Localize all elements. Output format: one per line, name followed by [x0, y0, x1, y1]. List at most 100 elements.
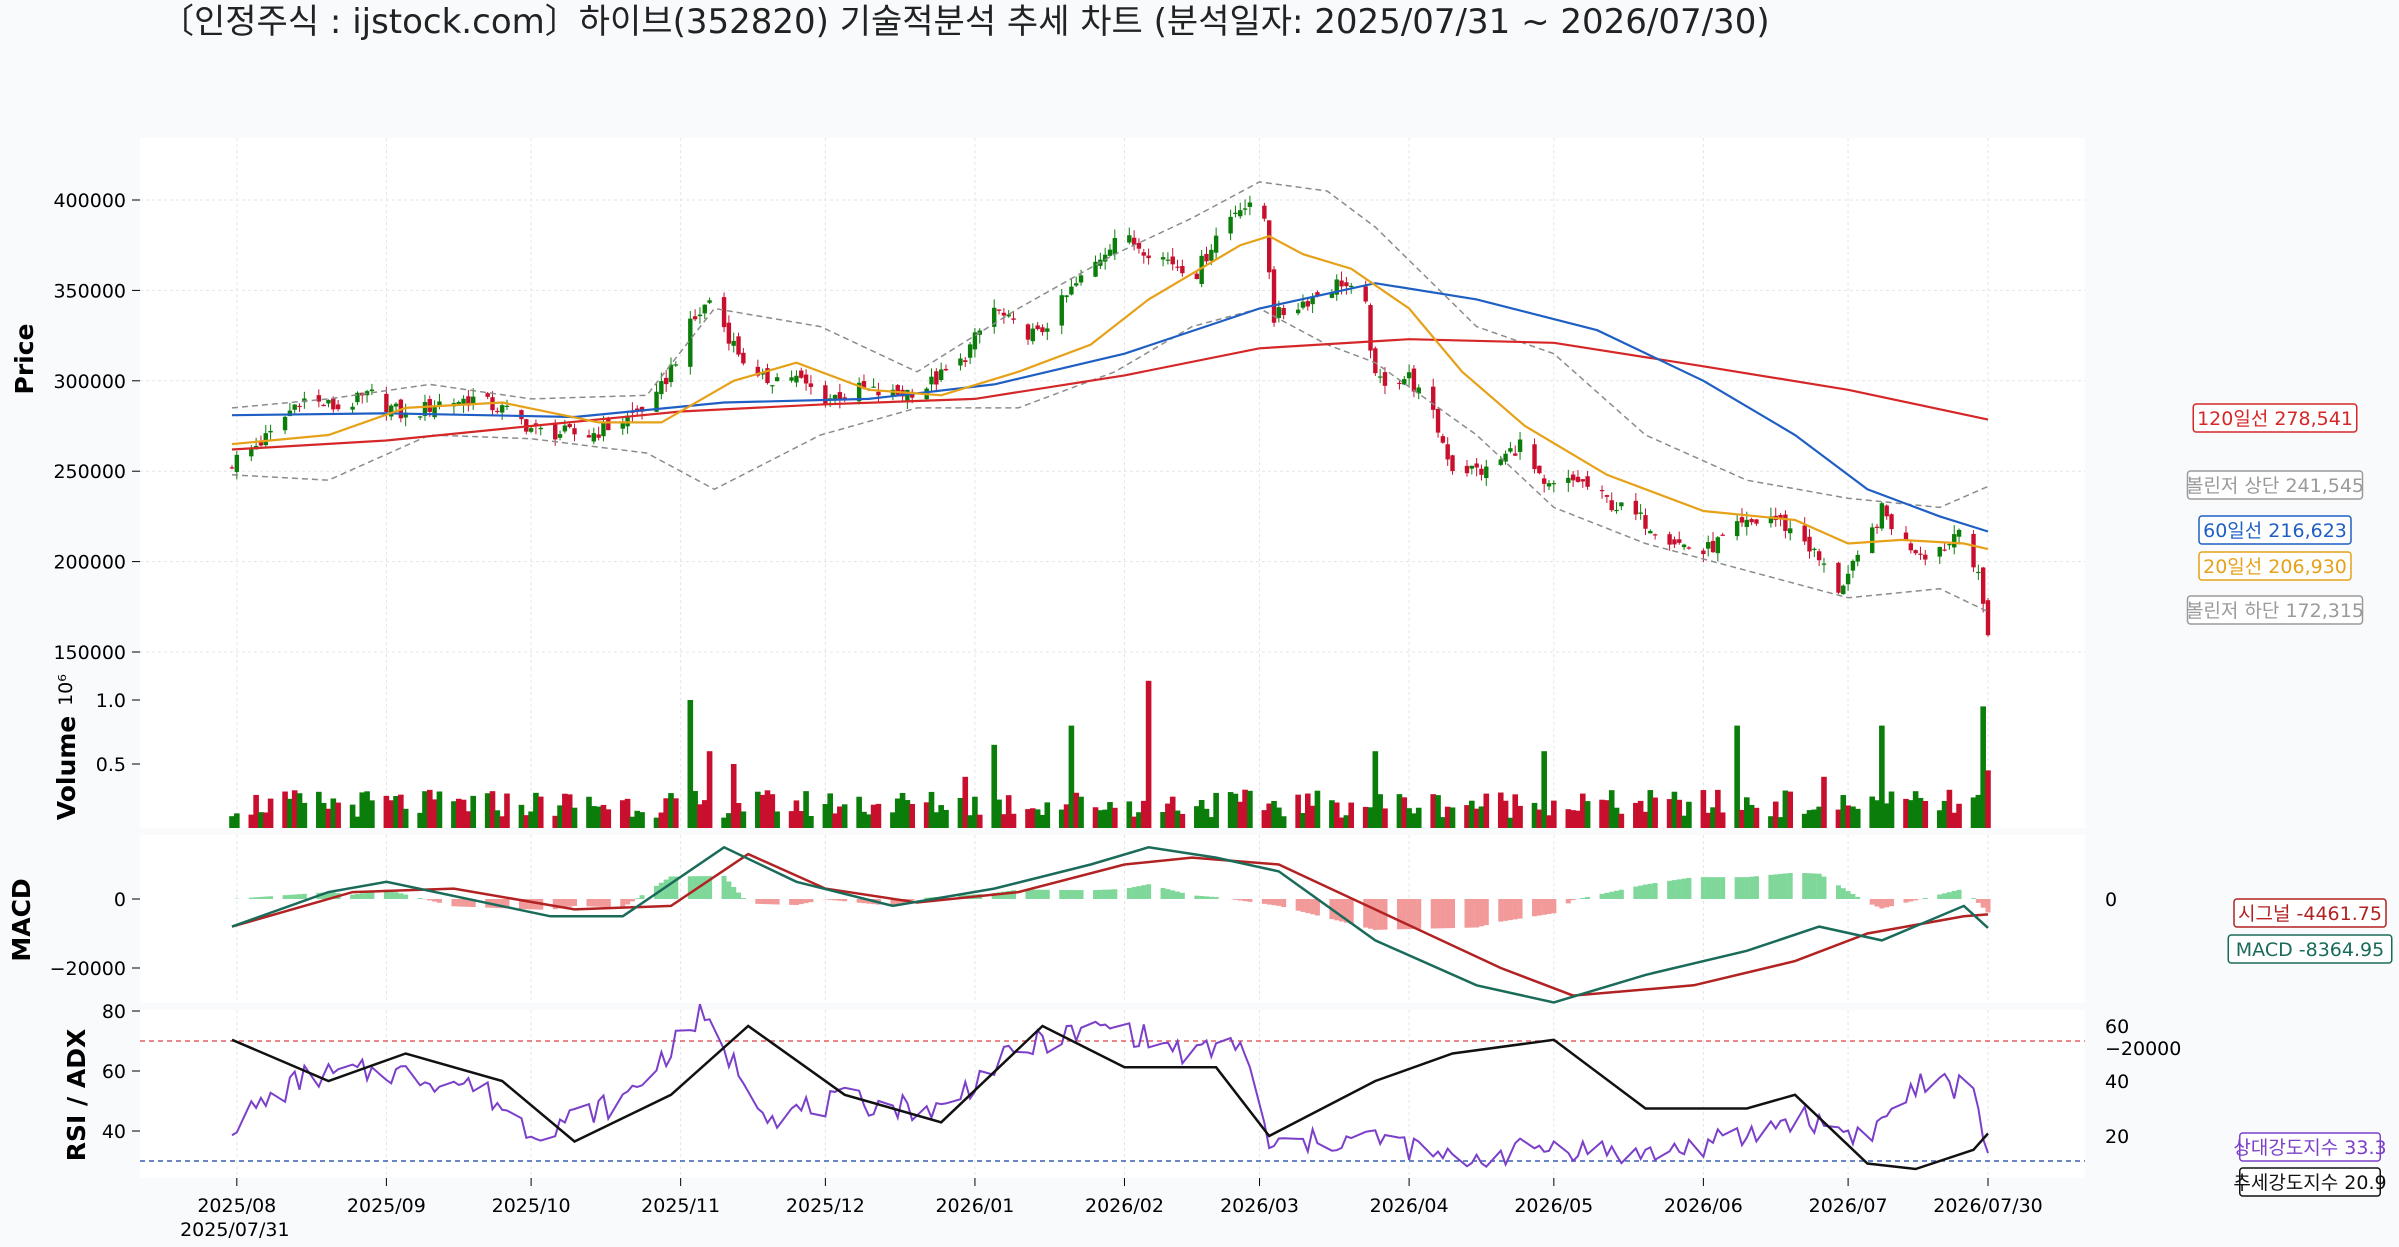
macd-histogram-bar: [1281, 899, 1287, 908]
macd-histogram-bar: [417, 898, 423, 899]
candle-body: [1850, 560, 1856, 571]
volume-bar: [1165, 803, 1171, 828]
candle-body: [1546, 483, 1552, 487]
candle-body: [1339, 280, 1344, 287]
candle-body: [1030, 328, 1036, 342]
macd-histogram-bar: [1078, 890, 1084, 899]
volume-bar: [1304, 793, 1311, 828]
volume-bar: [1449, 807, 1456, 828]
macd-histogram-bar: [924, 897, 930, 899]
macd-histogram-bar: [268, 896, 274, 899]
macd-histogram-bar: [518, 899, 524, 909]
candle-body: [485, 393, 490, 397]
macd-histogram-bar: [1469, 899, 1475, 928]
volume-bar: [837, 806, 843, 828]
macd-histogram-bar: [1647, 883, 1653, 899]
volume-bar: [991, 744, 998, 828]
candle-body: [461, 398, 466, 406]
macd-histogram-bar: [1835, 885, 1841, 899]
candle-body: [1165, 259, 1171, 261]
volume-bar: [1575, 810, 1581, 828]
macd-histogram-bar: [1609, 891, 1615, 899]
candle-body: [1816, 551, 1822, 561]
adx-value-label: 추세강도지수 20.9: [2233, 1172, 2386, 1194]
volume-bar: [735, 803, 742, 828]
volume-bar: [335, 802, 341, 828]
macd-histogram-bar: [248, 897, 254, 899]
candle-body: [331, 398, 336, 410]
candle-body: [1734, 521, 1740, 537]
volume-bar: [1647, 790, 1654, 828]
x-tick-label: 2026/05: [1514, 1195, 1593, 1217]
rsi-plot-area: [140, 1010, 2085, 1178]
candle-body: [1131, 237, 1137, 245]
macd-histogram-bar: [297, 894, 303, 899]
volume-bar: [422, 791, 428, 828]
volume-bar: [398, 794, 404, 828]
volume-bar: [996, 799, 1002, 828]
macd-histogram-bar: [1532, 899, 1538, 917]
volume-bar: [258, 812, 264, 828]
macd-histogram-bar: [629, 899, 635, 902]
macd-histogram-bar: [1102, 889, 1108, 899]
macd-histogram-bar: [1136, 886, 1142, 899]
candle-body: [794, 375, 799, 383]
candle-body: [268, 430, 273, 433]
volume-bar: [1497, 792, 1504, 828]
macd-histogram-bar: [572, 899, 578, 906]
candle-body: [355, 392, 360, 403]
volume-bar: [1261, 810, 1268, 828]
volume-bar: [1642, 811, 1649, 828]
candle-body: [1715, 537, 1721, 554]
candle-body: [321, 404, 326, 407]
volume-bar: [1816, 806, 1822, 828]
rsi-tick-label: 80: [102, 1001, 126, 1023]
candle-body: [1402, 379, 1407, 385]
macd-histogram-bar: [1295, 899, 1301, 911]
macd-histogram-bar: [321, 892, 327, 899]
macd-histogram-bar: [1203, 896, 1209, 899]
volume-bar: [1073, 792, 1080, 828]
volume-bar: [1512, 794, 1519, 828]
candle-body: [663, 377, 669, 385]
macd-histogram-bar: [301, 893, 307, 899]
macd-histogram-bar: [562, 899, 568, 908]
volume-bar: [1985, 770, 1991, 828]
candle-body: [1262, 205, 1267, 219]
candle-body: [1980, 567, 1986, 604]
macd-histogram-bar: [1141, 885, 1147, 899]
volume-bar: [1362, 806, 1369, 828]
candle-body: [456, 401, 461, 405]
macd-histogram-bar: [1430, 899, 1436, 929]
volume-bar: [624, 798, 631, 828]
macd-histogram-bar: [1300, 899, 1306, 912]
volume-bar: [253, 794, 259, 828]
candle-body: [1045, 328, 1050, 332]
volume-bar: [687, 700, 694, 828]
macd-histogram-bar: [1445, 899, 1451, 929]
volume-bar: [1435, 795, 1441, 828]
macd-histogram-bar: [1343, 899, 1349, 923]
candle-body: [282, 416, 288, 431]
macd-histogram-bar: [528, 899, 534, 910]
x-tick-label: 2026/01: [935, 1195, 1014, 1217]
volume-bar: [619, 800, 626, 828]
volume-bar: [808, 815, 814, 828]
volume-bar: [1039, 814, 1046, 828]
volume-bar: [494, 810, 501, 828]
volume-bar: [1671, 791, 1678, 828]
macd-histogram-bar: [1580, 898, 1586, 899]
candle-body: [316, 395, 322, 402]
volume-bar: [673, 798, 679, 828]
volume-bar: [1507, 817, 1514, 828]
volume-bar: [1676, 799, 1683, 828]
candle-body: [1059, 295, 1064, 326]
macd-histogram-bar: [1710, 877, 1716, 899]
macd-histogram-bar: [1440, 899, 1446, 929]
macd-histogram-bar: [1585, 896, 1591, 899]
candle-body: [519, 410, 524, 420]
volume-bar: [928, 791, 935, 828]
macd-histogram-bar: [1802, 873, 1808, 899]
macd-histogram-bar: [866, 899, 872, 904]
candle-body: [1074, 283, 1079, 286]
